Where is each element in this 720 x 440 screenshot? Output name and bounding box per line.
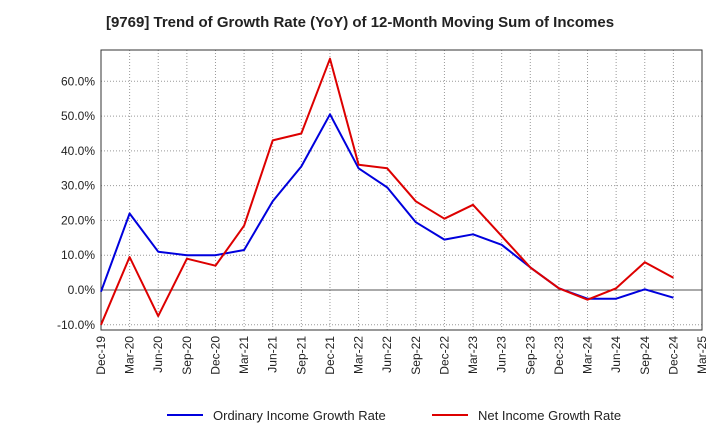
x-tick-label: Mar-22 xyxy=(352,336,366,374)
x-tick-label: Dec-24 xyxy=(666,336,680,375)
plot-area xyxy=(100,49,703,331)
x-tick-label: Mar-20 xyxy=(123,336,137,374)
x-tick-label: Dec-23 xyxy=(552,336,566,375)
x-tick-label: Jun-21 xyxy=(266,336,280,373)
legend-item-ordinary-income: Ordinary Income Growth Rate xyxy=(167,405,386,425)
y-tick-label: 60.0% xyxy=(61,74,95,88)
x-tick-label: Dec-19 xyxy=(94,336,108,375)
x-tick-label: Mar-24 xyxy=(581,336,595,374)
legend-label-ordinary-income: Ordinary Income Growth Rate xyxy=(213,407,386,423)
chart-title: [9769] Trend of Growth Rate (YoY) of 12-… xyxy=(105,14,615,31)
x-tick-label: Jun-24 xyxy=(609,336,623,373)
y-tick-label: 0.0% xyxy=(68,283,96,297)
x-tick-label: Sep-22 xyxy=(409,336,423,375)
x-tick-label: Sep-23 xyxy=(523,336,537,375)
x-tick-label: Dec-21 xyxy=(323,336,337,375)
legend-label-net-income: Net Income Growth Rate xyxy=(478,407,622,423)
legend-swatch-net-income xyxy=(432,414,468,416)
y-tick-label: 20.0% xyxy=(61,213,95,227)
line-chart: -10.0% 0.0% 10.0% 20.0% 30.0% 40.0% 50.0% 60.0%… xyxy=(57,49,709,375)
x-tick-label: Jun-20 xyxy=(151,336,165,373)
y-tick-label: 50.0% xyxy=(61,109,95,123)
x-tick-label: Mar-21 xyxy=(237,336,251,374)
chart-legend: Ordinary Income Growth Rate Net Income G… xyxy=(0,405,720,425)
x-tick-label: Dec-20 xyxy=(208,336,222,375)
legend-item-net-income: Net Income Growth Rate xyxy=(432,405,621,425)
x-tick-label: Mar-25 xyxy=(695,336,709,374)
x-tick-label: Dec-22 xyxy=(437,336,451,375)
x-tick-label: Mar-23 xyxy=(466,336,480,374)
x-tick-label: Jun-22 xyxy=(380,336,394,373)
x-tick-label: Jun-23 xyxy=(495,336,509,373)
x-tick-label: Sep-24 xyxy=(638,336,652,375)
legend-swatch-ordinary-income xyxy=(167,414,203,416)
y-tick-label: 40.0% xyxy=(61,144,95,158)
y-tick-label: 30.0% xyxy=(61,179,95,193)
y-tick-label: 10.0% xyxy=(61,248,95,262)
y-tick-label: -10.0% xyxy=(57,318,95,332)
x-tick-label: Sep-20 xyxy=(180,336,194,375)
x-tick-label: Sep-21 xyxy=(294,336,308,375)
